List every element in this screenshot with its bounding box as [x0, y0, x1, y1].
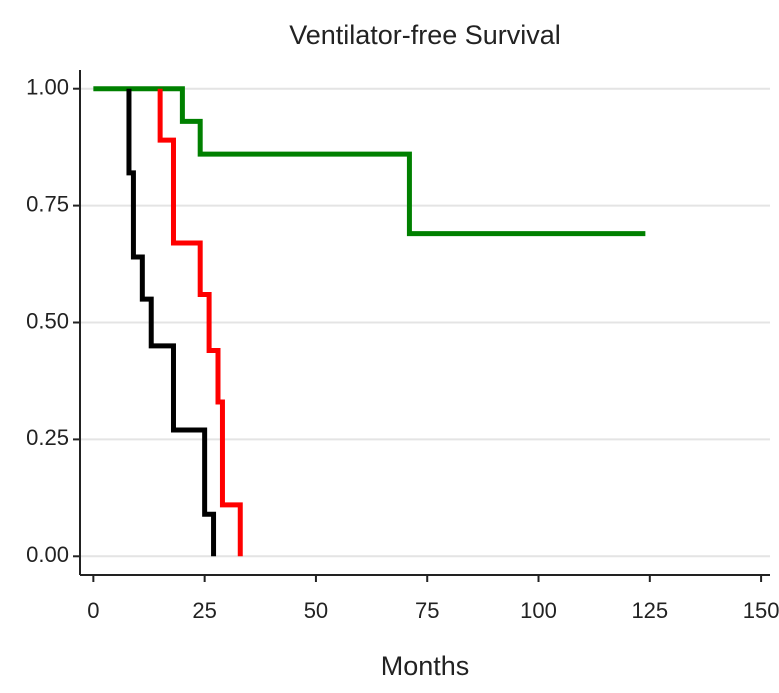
- x-axis-label: Months: [381, 651, 470, 681]
- y-tick-label: 0.75: [26, 191, 69, 216]
- x-tick-label: 100: [520, 598, 557, 623]
- y-tick-label: 0.50: [26, 308, 69, 333]
- x-tick-label: 50: [304, 598, 328, 623]
- x-tick-label: 125: [631, 598, 668, 623]
- x-tick-label: 75: [415, 598, 439, 623]
- survival-curve: [126, 88, 217, 557]
- x-tick-label: 150: [743, 598, 779, 623]
- survival-curve: [157, 88, 243, 557]
- x-tick-label: 0: [87, 598, 99, 623]
- y-tick-label: 0.00: [26, 542, 69, 567]
- survival-curve: [93, 86, 646, 237]
- chart-title: Ventilator-free Survival: [289, 20, 561, 50]
- y-tick-label: 1.00: [26, 75, 69, 100]
- y-tick-label: 0.25: [26, 425, 69, 450]
- x-tick-label: 25: [192, 598, 216, 623]
